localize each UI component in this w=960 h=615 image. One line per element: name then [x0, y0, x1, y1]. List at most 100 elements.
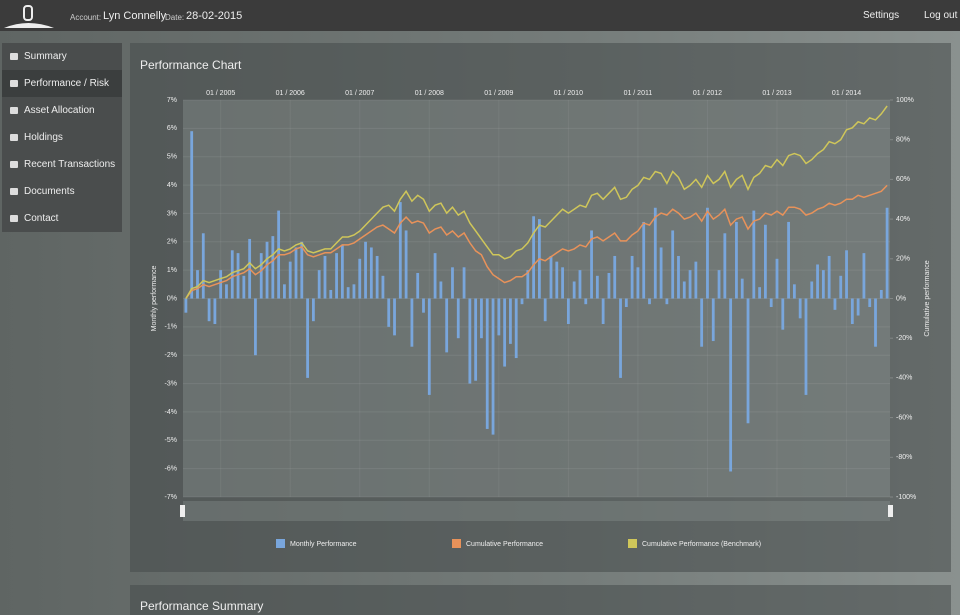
y2-axis-label: Cumulative performance: [924, 260, 931, 336]
y2-tick-label: -60%: [896, 414, 912, 421]
y-tick-label: 2%: [167, 239, 177, 246]
bar: [485, 298, 489, 429]
bar: [885, 207, 889, 299]
y-tick-label: 4%: [167, 182, 177, 189]
bar: [283, 284, 286, 299]
bar: [317, 270, 321, 299]
legend-swatch: [452, 539, 461, 548]
y-tick-label: 7%: [167, 97, 177, 104]
bar: [607, 272, 611, 299]
nav-item[interactable]: Documents: [2, 178, 122, 205]
legend-label: Cumulative Performance (Benchmark): [642, 541, 761, 548]
bar: [677, 255, 680, 299]
bar: [572, 281, 576, 299]
bar: [543, 298, 547, 322]
x-tick-label: 01 / 2010: [554, 90, 583, 97]
bar: [810, 281, 814, 299]
bar: [613, 255, 617, 299]
summary-title: Performance Summary: [140, 599, 264, 613]
bar: [746, 298, 750, 424]
bar: [601, 298, 605, 325]
x-tick-label: 01 / 2011: [624, 90, 653, 97]
nav-item[interactable]: Summary: [2, 43, 122, 70]
bar: [711, 298, 715, 342]
y2-tick-label: 80%: [896, 137, 910, 144]
bar: [509, 298, 512, 344]
legend-label: Cumulative Performance: [466, 541, 543, 548]
y-tick-label: 3%: [167, 210, 177, 217]
account-name: Lyn Connelly: [103, 10, 167, 22]
bar: [740, 278, 744, 299]
nav-item[interactable]: Holdings: [2, 124, 122, 151]
bar: [480, 298, 483, 339]
bar: [404, 230, 408, 299]
bar: [433, 253, 437, 299]
legend-swatch: [628, 539, 637, 548]
y-tick-label: -5%: [165, 437, 177, 444]
bar: [792, 284, 796, 299]
x-tick-label: 01 / 2013: [762, 90, 791, 97]
bar: [311, 298, 315, 322]
bar: [242, 275, 246, 299]
bar: [619, 298, 622, 378]
bar: [706, 207, 709, 299]
bar: [340, 244, 344, 299]
bar: [688, 270, 692, 299]
bar: [682, 281, 686, 299]
bar: [474, 298, 478, 381]
bar: [288, 261, 292, 299]
bar: [393, 298, 396, 336]
logout[interactable]: Log out: [924, 10, 958, 21]
legend-swatch: [276, 539, 285, 548]
x-tick-label: 01 / 2007: [345, 90, 374, 97]
bar: [723, 233, 727, 299]
bar: [827, 255, 831, 299]
bar: [520, 298, 524, 305]
bar: [271, 236, 275, 299]
bar: [352, 284, 356, 299]
y-tick-label: 6%: [167, 125, 177, 132]
y-tick-label: -6%: [165, 465, 177, 472]
bar: [456, 298, 460, 339]
navigator: [183, 501, 890, 521]
bar: [294, 247, 298, 299]
summary-panel: Performance Summary: [130, 585, 951, 615]
x-tick-label: 01 / 2012: [693, 90, 722, 97]
bar: [427, 298, 431, 395]
bar: [595, 275, 599, 299]
bar: [300, 241, 304, 299]
legend-label: Monthly Performance: [290, 541, 357, 548]
bar: [329, 289, 333, 299]
bar: [451, 267, 454, 299]
bar: [717, 270, 721, 299]
settings[interactable]: Settings: [863, 10, 900, 21]
chart: -7% -6% -5% -4% -3% -2% -1% 0% 1% 2% 3% 4% 5% 6% 7% -10…: [151, 90, 931, 548]
bar: [694, 261, 698, 299]
bar: [671, 230, 675, 299]
bar: [758, 287, 762, 299]
bar: [845, 250, 848, 299]
nav-item[interactable]: Asset Allocation: [2, 97, 122, 124]
bar: [868, 298, 872, 308]
nav-item[interactable]: Contact: [2, 205, 122, 232]
nav-item[interactable]: Performance / Risk: [2, 70, 122, 97]
bar: [230, 250, 234, 299]
bar: [659, 247, 663, 299]
bar: [439, 281, 443, 299]
nav-item[interactable]: Recent Transactions: [2, 151, 122, 178]
bar: [196, 270, 199, 299]
bar: [549, 255, 553, 299]
bar: [821, 270, 825, 299]
bar: [254, 298, 257, 356]
bar: [862, 253, 866, 299]
bar: [346, 287, 350, 299]
bar: [624, 298, 628, 308]
bar: [764, 224, 767, 299]
bar: [225, 284, 228, 299]
bar: [850, 298, 854, 325]
sidebar: Summary Performance / Risk Asset Allocatio…: [2, 43, 122, 232]
bar: [735, 221, 738, 299]
bar: [503, 298, 507, 367]
x-tick-label: 01 / 2009: [484, 90, 513, 97]
nav-handle-right: [888, 505, 893, 517]
